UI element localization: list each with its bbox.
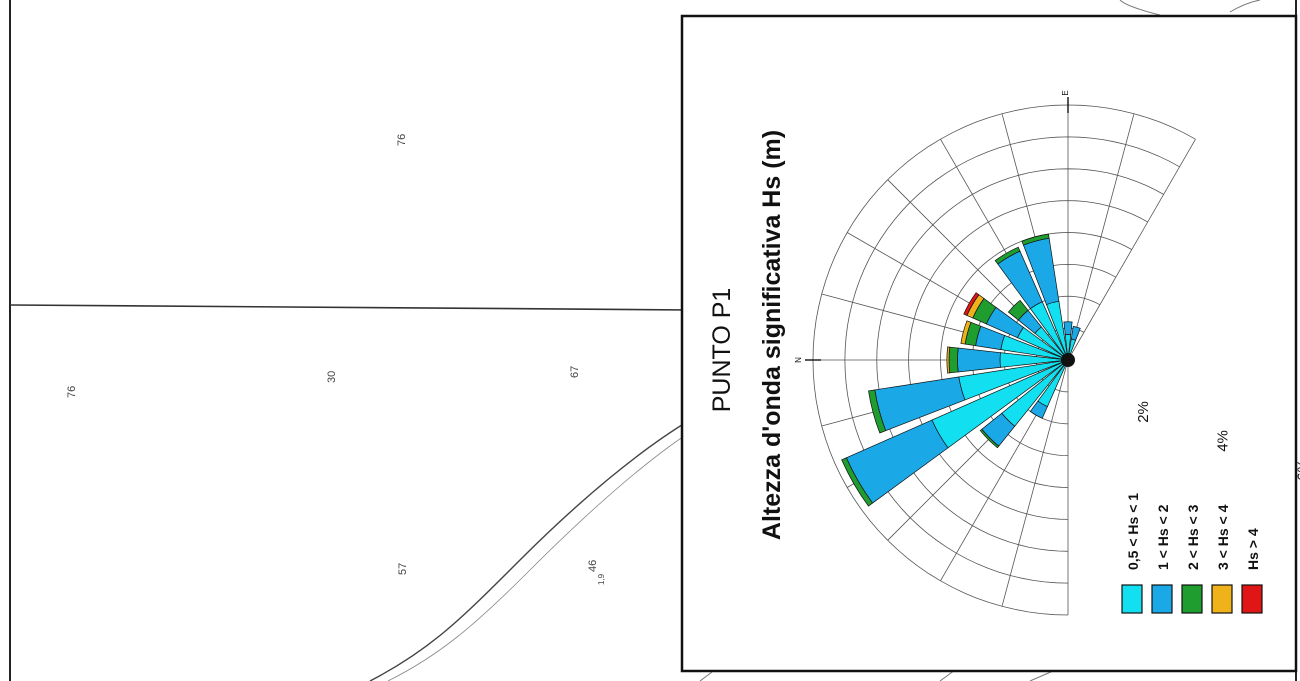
map-line-bottom-2 bbox=[939, 669, 956, 681]
map-line-bottom bbox=[699, 671, 713, 681]
depth-label-sub: 1,9 bbox=[597, 573, 606, 585]
coast-line-inner bbox=[387, 431, 691, 681]
map-frame bbox=[9, 0, 1297, 681]
depth-label: 76 bbox=[396, 134, 408, 146]
boundary-line bbox=[9, 304, 691, 311]
coast-line bbox=[369, 419, 691, 681]
depth-label: 76 bbox=[66, 386, 78, 398]
map-line-top bbox=[1119, 0, 1161, 16]
depth-label: 30 bbox=[326, 371, 338, 383]
depth-label: 46 bbox=[587, 560, 599, 572]
map-line-bottom-3 bbox=[1029, 667, 1061, 681]
depth-label: 67 bbox=[569, 366, 581, 378]
map-line-top-right bbox=[1229, 0, 1261, 13]
depth-label: 57 bbox=[397, 563, 409, 575]
